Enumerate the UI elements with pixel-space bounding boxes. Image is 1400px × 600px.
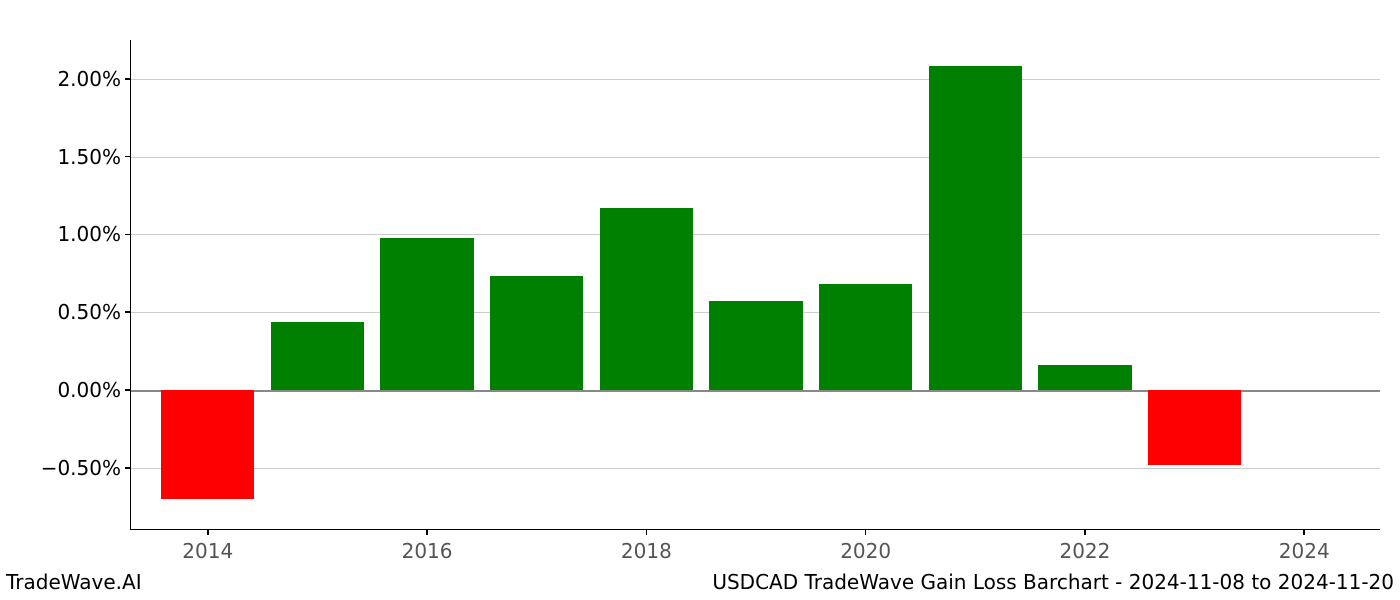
y-tick-label: 1.00%	[57, 222, 131, 246]
y-tick-mark	[125, 78, 131, 80]
footer-left-text: TradeWave.AI	[6, 570, 142, 594]
bar	[819, 284, 912, 390]
bar	[929, 66, 1022, 390]
gridline	[131, 157, 1380, 158]
gridline	[131, 468, 1380, 469]
x-tick-mark	[426, 529, 428, 535]
bar	[380, 238, 473, 390]
chart-container: −0.50%0.00%0.50%1.00%1.50%2.00%201420162…	[0, 0, 1400, 600]
gridline	[131, 234, 1380, 235]
y-tick-label: −0.50%	[41, 456, 131, 480]
y-tick-mark	[125, 234, 131, 236]
bar	[1148, 390, 1241, 465]
bar	[1038, 365, 1131, 390]
plot-area: −0.50%0.00%0.50%1.00%1.50%2.00%201420162…	[130, 40, 1380, 530]
y-tick-label: 1.50%	[57, 145, 131, 169]
y-tick-mark	[125, 467, 131, 469]
x-tick-mark	[865, 529, 867, 535]
y-tick-label: 0.00%	[57, 378, 131, 402]
bar	[600, 208, 693, 390]
bar	[490, 276, 583, 390]
footer-right-text: USDCAD TradeWave Gain Loss Barchart - 20…	[712, 570, 1394, 594]
y-tick-mark	[125, 311, 131, 313]
x-tick-mark	[646, 529, 648, 535]
x-tick-mark	[1303, 529, 1305, 535]
x-tick-mark	[1084, 529, 1086, 535]
y-tick-mark	[125, 156, 131, 158]
gridline	[131, 79, 1380, 80]
y-tick-label: 0.50%	[57, 300, 131, 324]
bar	[271, 322, 364, 390]
y-tick-label: 2.00%	[57, 67, 131, 91]
bar	[709, 301, 802, 390]
x-tick-mark	[207, 529, 209, 535]
bar	[161, 390, 254, 499]
